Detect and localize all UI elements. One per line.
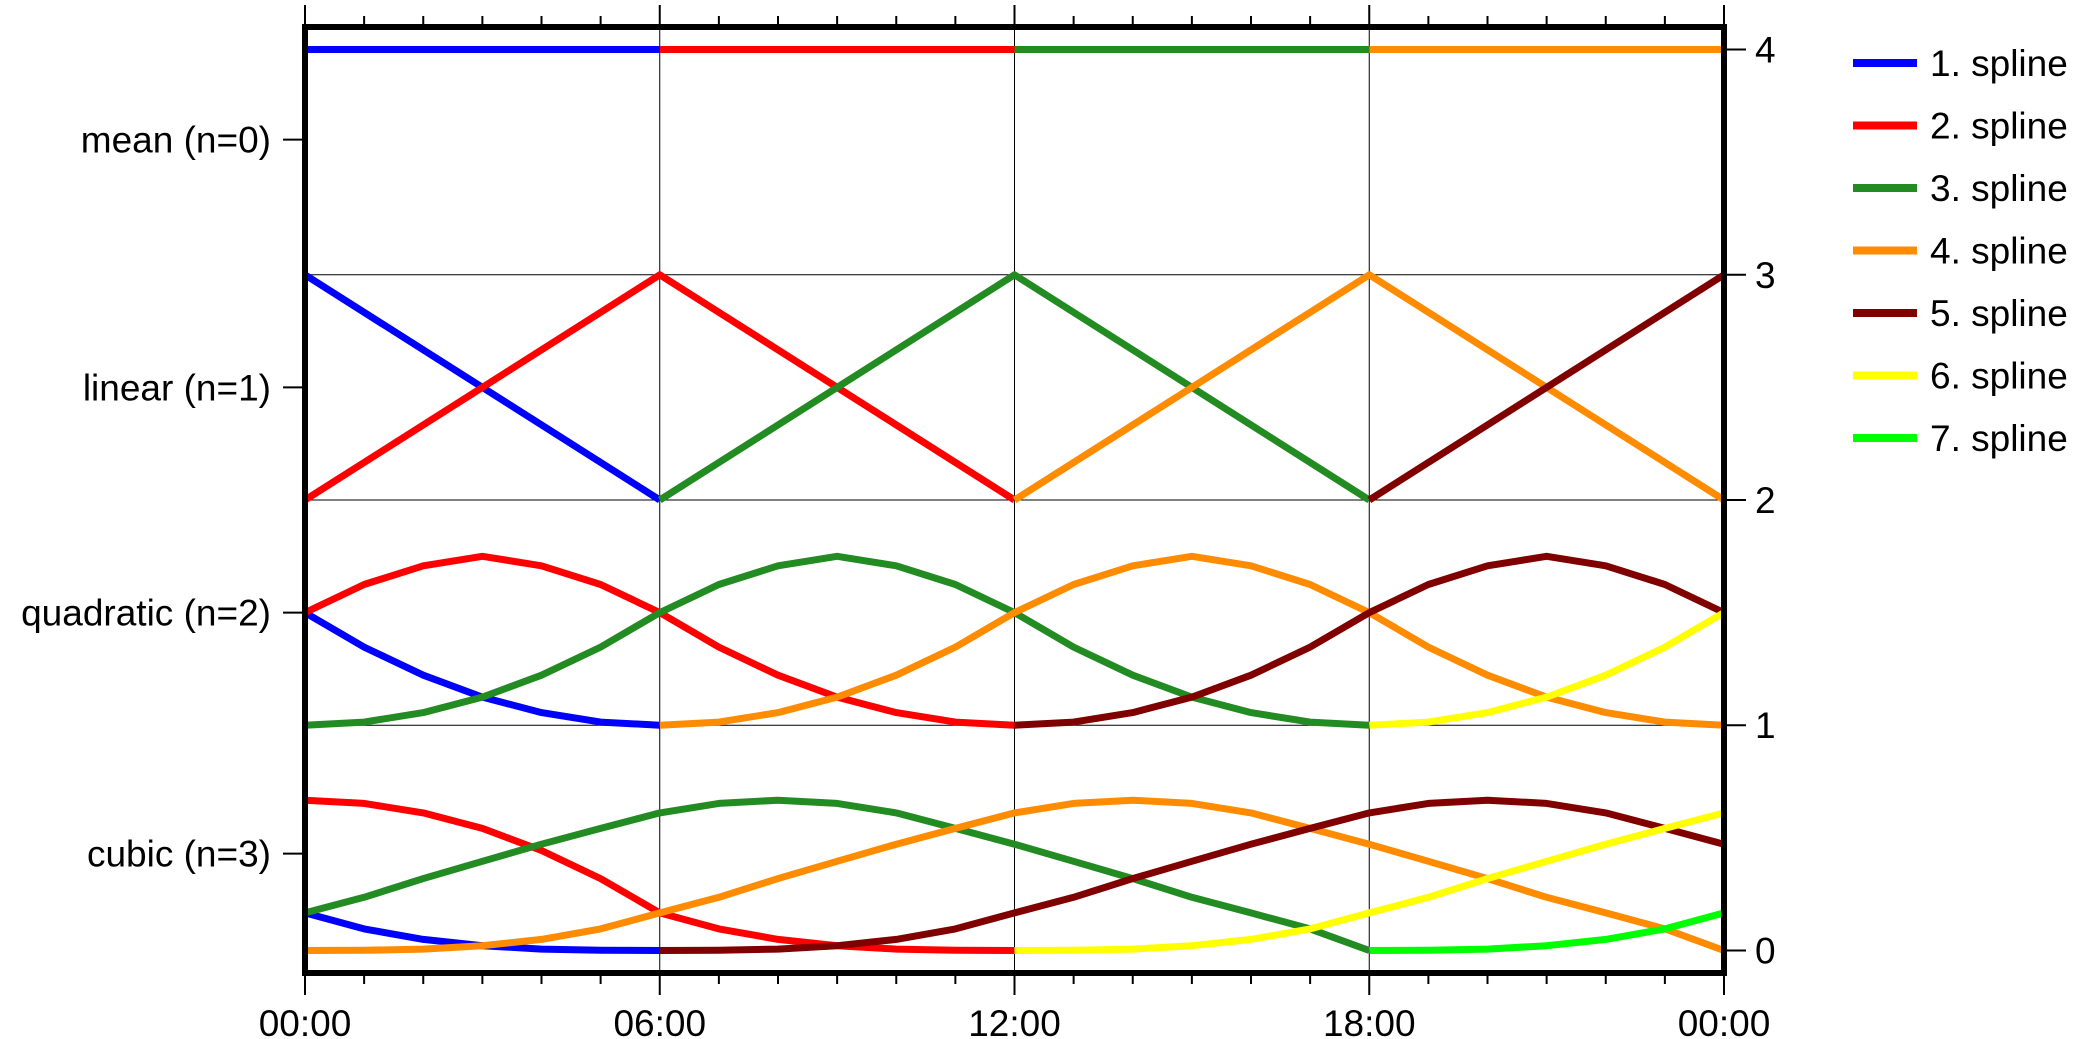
legend: 1. spline 2. spline 3. spline 4. spline 5. s… [1853,43,2068,459]
right-y-tick-label-0: 0 [1755,930,1776,971]
series-1-quadratic-line [303,609,660,729]
series-layer [303,46,1726,954]
series-6-quadratic-line [1369,609,1726,729]
series-4-linear-line [1012,271,1726,503]
right-y-tick-label-1: 1 [1755,705,1776,746]
series-6-cubic-line [1014,809,1725,954]
x-tick-label-2: 12:00 [968,1003,1061,1039]
legend-label-4: 4. spline [1930,231,2068,272]
axes: 00:00 06:00 12:00 18:00 00:00 0 1 2 3 4 mean (n=0)… [21,5,1776,1039]
series-5-quadratic-line [1014,552,1726,729]
series-3-linear-line [657,271,1372,503]
legend-label-7: 7. spline [1930,418,2068,459]
series-3-cubic-line [304,796,1371,954]
left-y-tick-label-3: cubic (n=3) [87,834,271,875]
legend-label-1: 1. spline [1930,43,2068,84]
x-tick-label-4: 00:00 [1678,1003,1771,1039]
legend-label-5: 5. spline [1930,293,2068,334]
x-tick-label-0: 00:00 [259,1003,352,1039]
legend-label-2: 2. spline [1930,106,2068,147]
legend-label-3: 3. spline [1930,168,2068,209]
left-y-tick-label-0: mean (n=0) [81,120,271,161]
series-7-cubic-line [1369,909,1725,954]
right-y-tick-label-3: 3 [1755,255,1776,296]
right-y-tick-label-4: 4 [1755,30,1776,71]
series-5-linear-line [1367,271,1726,503]
left-y-tick-label-1: linear (n=1) [83,367,271,408]
series-2-linear-line [303,271,1017,503]
right-y-tick-label-2: 2 [1755,480,1776,521]
x-tick-label-3: 18:00 [1323,1003,1416,1039]
left-y-tick-label-2: quadratic (n=2) [21,593,271,634]
legend-label-6: 6. spline [1930,356,2068,397]
x-tick-label-1: 06:00 [613,1003,706,1039]
series-5-cubic-line [659,796,1725,954]
